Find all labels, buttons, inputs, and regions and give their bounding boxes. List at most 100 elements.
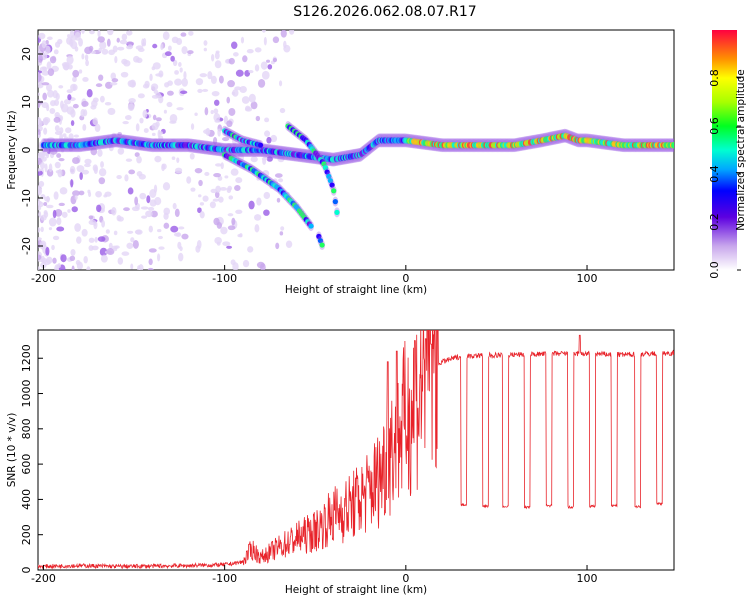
spectrogram-noise-cell: [54, 130, 62, 136]
spectrogram-noise-cell: [38, 119, 43, 128]
spectrogram-noise-cell: [42, 92, 48, 101]
spectrogram-noise-cell: [125, 158, 133, 162]
spectrogram-noise-cell: [235, 177, 243, 184]
spectrogram-noise-cell: [190, 187, 196, 192]
spectrogram-noise-cell: [178, 61, 182, 67]
spectrogram-noise-cell: [39, 66, 48, 72]
spectrogram-noise-cell: [106, 248, 115, 256]
spectrogram-noise-cell: [68, 133, 74, 141]
spectrogram-noise-cell: [76, 261, 83, 270]
spectrogram-noise-cell: [270, 134, 278, 143]
spectrogram-noise-cell: [198, 194, 202, 198]
spectrogram-noise-cell: [94, 236, 98, 243]
spectrogram-noise-cell: [116, 175, 122, 180]
colorbar-tick-label: 0.6: [708, 117, 721, 135]
spectrogram-noise-cell: [86, 266, 91, 270]
spectrogram-noise-cell: [38, 92, 40, 96]
spectrogram-noise-cell: [100, 254, 108, 263]
spectrogram-noise-cell: [289, 30, 295, 35]
spectrogram-noise-cell: [104, 101, 112, 106]
spectrogram-noise-cell: [147, 267, 154, 270]
spectrogram-noise-cell: [43, 259, 51, 266]
spectrogram-x-axis-title: Height of straight line (km): [285, 284, 427, 296]
spectrogram-noise-cell: [148, 206, 155, 211]
spectrogram-noise-cell: [84, 158, 92, 165]
spectrogram-noise-cell: [234, 184, 241, 192]
spectrogram-noise-cell: [245, 105, 251, 111]
spectrogram-noise-cell: [116, 37, 120, 43]
spectrogram-noise-cell: [231, 217, 236, 226]
spectrogram-noise-cell: [40, 255, 45, 263]
spectrogram-noise-cell: [242, 55, 248, 63]
spectrogram-noise-cell: [203, 129, 211, 135]
snr-x-tick-label: -200: [31, 572, 56, 585]
spectrogram-noise-cell: [92, 164, 98, 172]
spectrogram-noise-cell: [107, 30, 114, 36]
spectrogram-noise-cell: [202, 88, 209, 92]
spectrogram-noise-cell: [218, 196, 224, 203]
spectrogram-noise-cell: [214, 60, 222, 69]
spectrogram-noise-cell: [73, 134, 80, 138]
spectrogram-noise-cell: [137, 93, 145, 99]
snr-y-tick-label: 1000: [20, 380, 33, 408]
snr-y-tick-label: 400: [20, 489, 33, 510]
spectrogram-noise-cell: [94, 123, 101, 133]
spectrogram-noise-cell: [88, 219, 97, 225]
spectrogram-noise-cell: [227, 185, 233, 191]
spectrogram-noise-cell: [179, 67, 183, 73]
spectrogram-noise-cell: [157, 235, 163, 240]
spectrogram-noise-cell: [56, 153, 62, 158]
spectrogram-noise-cell: [83, 163, 91, 168]
spectrogram-noise-cell: [157, 253, 161, 262]
spectrogram-noise-cell: [162, 31, 170, 40]
spectrogram-y-tick-label: 20: [20, 47, 33, 61]
spectrogram-noise-cell: [241, 96, 250, 104]
spectrogram-noise-cell: [66, 36, 72, 45]
spectrogram-noise-cell: [111, 132, 117, 139]
spectrogram-x-tick-label: -100: [212, 272, 237, 285]
spectrogram-noise-cell: [90, 147, 98, 156]
spectrogram-noise-cell: [279, 108, 286, 114]
spectrogram-noise-cell: [153, 184, 158, 194]
spectrogram-noise-cell: [56, 217, 62, 226]
spectrogram-noise-cell: [70, 120, 75, 127]
spectrogram-noise-cell: [260, 61, 268, 70]
spectrogram-noise-cell: [178, 252, 184, 262]
spectrogram-noise-cell: [176, 107, 184, 111]
spectrogram-noise-cell: [124, 174, 129, 182]
spectrogram-noise-cell: [48, 217, 57, 227]
spectrogram-noise-cell: [233, 52, 239, 57]
spectrogram-noise-cell: [278, 80, 283, 87]
spectrogram-noise-cell: [138, 173, 146, 180]
spectrogram-noise-cell: [132, 239, 139, 249]
spectrogram-noise-cell: [69, 165, 76, 175]
spectrogram-noise-cell: [97, 236, 106, 242]
spectrogram-noise-cell: [135, 229, 143, 235]
spectrogram-noise-cell: [224, 175, 229, 179]
spectrogram-noise-cell: [163, 109, 167, 114]
spectrogram-noise-cell: [138, 264, 144, 270]
spectrogram-noise-cell: [67, 34, 71, 38]
spectrogram-noise-cell: [226, 96, 231, 104]
spectrogram-noise-cell: [214, 51, 220, 60]
spectrogram-noise-cell: [99, 95, 105, 103]
spectrogram-noise-cell: [151, 122, 159, 131]
spectrogram-noise-cell: [98, 74, 104, 81]
spectrogram-noise-cell: [255, 115, 261, 122]
spectrogram-noise-cell: [43, 127, 48, 135]
spectrogram-noise-cell: [72, 103, 79, 109]
spectrogram-noise-cell: [226, 120, 233, 128]
spectrogram-noise-cell: [122, 120, 129, 125]
spectrogram-noise-cell: [66, 89, 73, 94]
spectrogram-noise-cell: [169, 120, 177, 124]
spectrogram-noise-cell: [248, 70, 254, 74]
spectrogram-noise-cell: [62, 133, 67, 138]
spectrogram-noise-cell: [212, 198, 219, 202]
spectrogram-noise-cell: [210, 75, 217, 85]
spectrogram-noise-cell: [54, 125, 60, 132]
spectrogram-noise-cell: [112, 45, 118, 53]
spectrogram-noise-cell: [161, 163, 166, 172]
spectrogram-noise-cell: [38, 54, 43, 63]
spectrogram-noise-cell: [140, 206, 149, 210]
